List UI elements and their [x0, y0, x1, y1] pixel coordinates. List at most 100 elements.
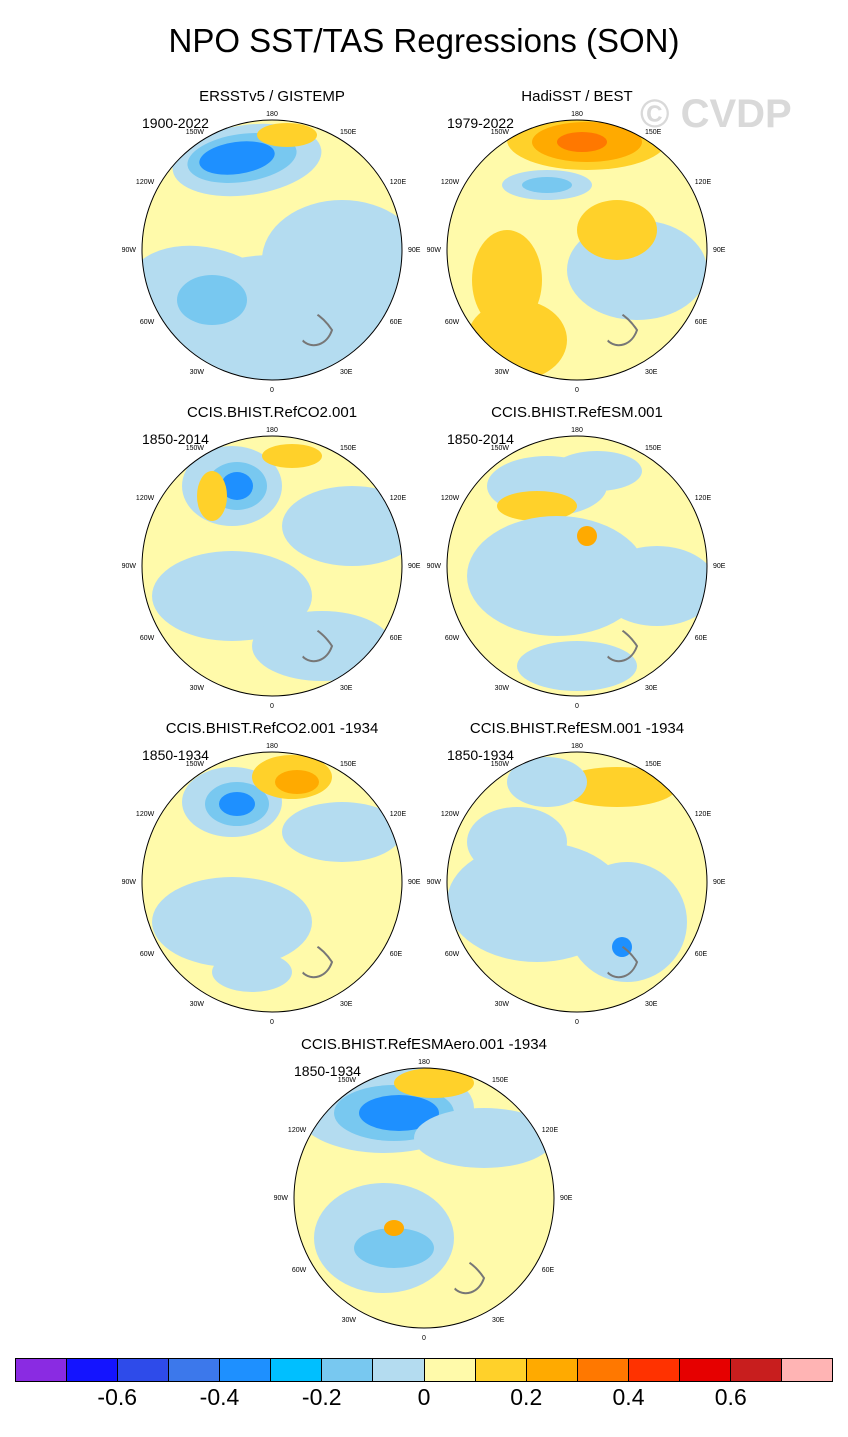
longitude-label: 0 [270, 387, 274, 392]
longitude-label: 30E [340, 369, 353, 376]
longitude-label: 30W [342, 1317, 357, 1324]
longitude-label: 90E [408, 247, 421, 254]
colorbar-swatch [220, 1359, 272, 1381]
anomaly-region [567, 862, 687, 982]
longitude-label: 180 [571, 743, 583, 750]
colorbar-label: 0.4 [612, 1384, 645, 1410]
longitude-label: 0 [270, 703, 274, 708]
longitude-label: 150E [340, 129, 357, 136]
anomaly-region [359, 1095, 439, 1131]
anomaly-region [212, 952, 292, 992]
polar-map-hadisst: 180 150E 120E 90E 60E 30E 0 30W 60W 90W 120W 150W [427, 111, 726, 392]
longitude-label: 120W [441, 495, 460, 502]
longitude-label: 30W [495, 685, 510, 692]
longitude-label: 30W [190, 1001, 205, 1008]
map-border [446, 435, 708, 697]
map-panel-refco2-1934: CCIS.BHIST.RefCO2.001 -1934 1850-1934 [122, 720, 422, 1020]
longitude-label: 120W [441, 811, 460, 818]
anomaly-region [384, 1220, 404, 1236]
colorbar-swatch [730, 1359, 782, 1381]
polar-map-refesm-1934: 180 150E 120E 90E 60E 30E 0 30W 60W 90W 120W 150W [427, 743, 726, 1024]
longitude-label: 150W [186, 129, 205, 136]
map-border [446, 751, 708, 1013]
longitude-label: 120W [288, 1127, 307, 1134]
colorbar-swatch [781, 1359, 832, 1381]
longitude-label: 150W [338, 1077, 357, 1084]
anomaly-region [552, 451, 642, 491]
colorbar-label: -0.6 [97, 1384, 138, 1410]
longitude-label: 60E [390, 951, 403, 958]
longitude-label: 60E [695, 635, 708, 642]
anomaly-region [577, 200, 657, 260]
longitude-label: 120W [136, 811, 155, 818]
anomaly-region [507, 757, 587, 807]
anomaly-region [497, 491, 577, 521]
longitude-label: 90E [408, 563, 421, 570]
longitude-label: 120E [695, 811, 712, 818]
longitude-label: 30W [495, 369, 510, 376]
anomaly-region [197, 471, 227, 521]
longitude-label: 150E [645, 129, 662, 136]
longitude-label: 90E [408, 879, 421, 886]
longitude-label: 30E [645, 369, 658, 376]
longitude-label: 120E [695, 179, 712, 186]
longitude-label: 90E [713, 879, 726, 886]
colorbar-swatch [526, 1359, 578, 1381]
map-border [446, 119, 708, 381]
longitude-label: 60W [140, 951, 155, 958]
anomaly-region [177, 275, 247, 325]
longitude-label: 150E [492, 1077, 509, 1084]
longitude-label: 30E [340, 1001, 353, 1008]
longitude-label: 120W [136, 495, 155, 502]
longitude-label: 30E [645, 1001, 658, 1008]
polar-map-ersstv5: 180 150E 120E 90E 60E 30E 0 30W 60W 90W 120W 150W [122, 111, 421, 392]
longitude-label: 60E [695, 951, 708, 958]
anomaly-region [275, 770, 319, 794]
polar-map-refco2: 180 150E 120E 90E 60E 30E 0 30W 60W 90W 120W 150W [122, 427, 421, 708]
longitude-label: 120E [695, 495, 712, 502]
longitude-label: 90W [427, 563, 441, 570]
anomaly-region [597, 546, 707, 626]
longitude-label: 30E [492, 1317, 505, 1324]
panel-years: 1850-1934 [294, 1063, 361, 1079]
anomaly-region [414, 1108, 554, 1168]
anomaly-region [467, 516, 647, 636]
map-panel-refco2: CCIS.BHIST.RefCO2.001 1850-2014 [122, 404, 422, 704]
longitude-label: 90W [274, 1195, 288, 1202]
anomaly-region [577, 526, 597, 546]
colorbar-swatch [373, 1359, 425, 1381]
longitude-label: 150E [340, 445, 357, 452]
colorbar-label: -0.2 [301, 1384, 342, 1410]
anomaly-region [394, 1068, 474, 1098]
longitude-label: 30W [495, 1001, 510, 1008]
longitude-label: 30W [190, 685, 205, 692]
colorbar-swatch [679, 1359, 731, 1381]
map-panel-refesm: CCIS.BHIST.RefESM.001 1850-2014 [427, 404, 727, 704]
map-border [141, 751, 403, 1013]
map-panel-ersstv5: ERSSTv5 / GISTEMP 1900-2022 [122, 88, 422, 388]
anomaly-region [522, 177, 572, 193]
colorbar-swatch [628, 1359, 680, 1381]
longitude-label: 180 [266, 427, 278, 434]
colorbar-swatch [118, 1359, 170, 1381]
longitude-label: 90W [122, 247, 136, 254]
longitude-label: 60E [542, 1267, 555, 1274]
longitude-label: 150E [340, 761, 357, 768]
longitude-label: 90W [122, 563, 136, 570]
panel-title: CCIS.BHIST.RefCO2.001 [186, 404, 358, 421]
colorbar-swatch [322, 1359, 374, 1381]
polar-map-refco2-1934: 180 150E 120E 90E 60E 30E 0 30W 60W 90W 120W 150W [122, 743, 421, 1024]
anomaly-region [612, 937, 632, 957]
anomaly-region [517, 641, 637, 691]
panel-years: 1900-2022 [142, 115, 209, 131]
anomaly-region [252, 611, 392, 681]
watermark: © CVDP [640, 92, 792, 136]
map-border [293, 1067, 555, 1329]
panel-title: ERSSTv5 / GISTEMP [199, 88, 345, 105]
panel-years: 1850-1934 [447, 747, 514, 763]
longitude-label: 150W [491, 445, 510, 452]
panel-years: 1850-2014 [447, 431, 514, 447]
colorbar-swatch [475, 1359, 527, 1381]
longitude-label: 150W [491, 129, 510, 136]
longitude-label: 150W [186, 761, 205, 768]
